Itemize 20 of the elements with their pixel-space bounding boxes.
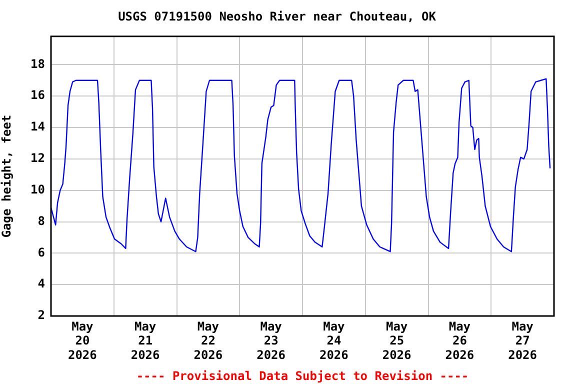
x-tick-label: May 20 2026: [68, 319, 97, 362]
y-tick-label: 2: [38, 308, 45, 322]
y-tick-label: 16: [30, 88, 45, 102]
y-tick-label: 6: [38, 245, 45, 260]
chart-title: USGS 07191500 Neosho River near Chouteau, OK: [118, 9, 437, 24]
y-tick-label: 8: [38, 214, 45, 228]
y-tick-label: 12: [30, 151, 45, 166]
x-tick-label: May 23 2026: [256, 319, 286, 362]
x-tick-label: May 25 2026: [382, 319, 412, 362]
y-tick-label: 10: [30, 182, 45, 196]
text: ---- Provisional Data Subject to Revision ----: [136, 369, 469, 383]
x-tick-label: May 26 2026: [445, 319, 474, 362]
y-tick-label: 14: [30, 120, 45, 134]
y-tick-label: 4: [38, 276, 45, 291]
x-tick-label: May 27 2026: [508, 319, 538, 362]
y-tick-label: 18: [30, 56, 45, 71]
x-tick-label: May 24 2026: [319, 319, 348, 362]
y-axis-title: Gage height, feet: [0, 114, 14, 238]
x-tick-label: May 21 2026: [130, 319, 160, 362]
x-tick-label: May 22 2026: [194, 319, 223, 362]
